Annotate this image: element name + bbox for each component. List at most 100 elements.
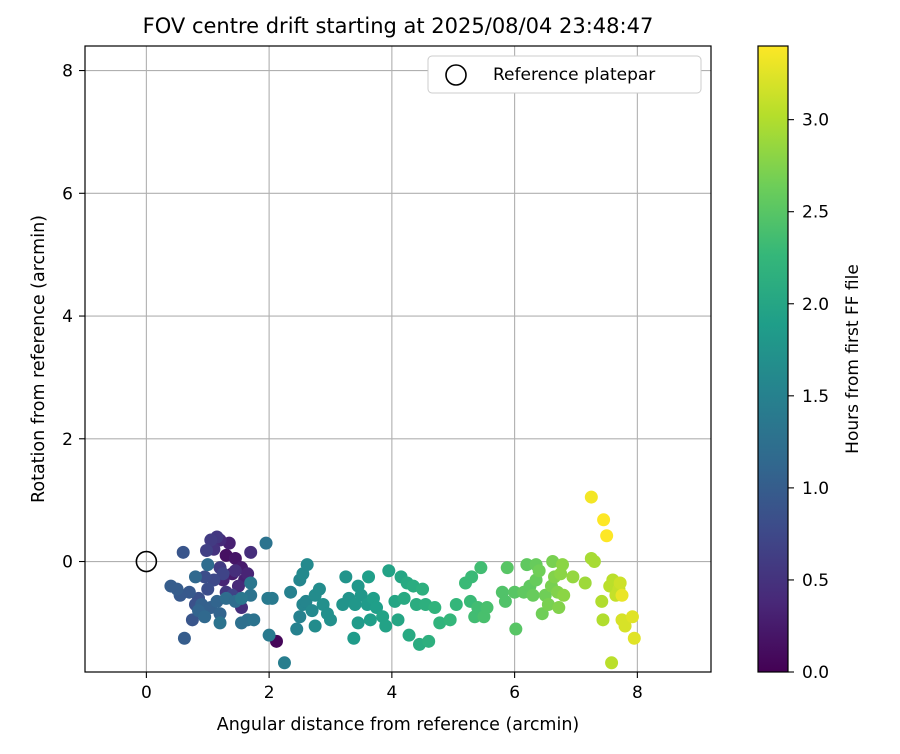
data-point bbox=[201, 582, 215, 596]
y-tick-label: 4 bbox=[62, 307, 73, 327]
data-point bbox=[520, 558, 534, 572]
legend-box bbox=[427, 55, 702, 94]
data-point bbox=[204, 533, 218, 547]
colorbar-tick-label: 1.0 bbox=[802, 479, 829, 499]
colorbar-tick-label: 0.5 bbox=[802, 571, 829, 591]
data-point bbox=[532, 564, 546, 578]
y-tick-label: 6 bbox=[62, 184, 73, 204]
scatter-points bbox=[164, 490, 641, 670]
data-point bbox=[555, 558, 569, 572]
data-point bbox=[305, 604, 319, 618]
data-point bbox=[312, 582, 326, 596]
data-point bbox=[625, 610, 639, 624]
data-point bbox=[228, 551, 242, 565]
data-point bbox=[198, 570, 212, 584]
data-point bbox=[293, 610, 307, 624]
data-point bbox=[595, 594, 609, 608]
data-point bbox=[480, 601, 494, 615]
data-point bbox=[627, 631, 641, 645]
data-point bbox=[615, 588, 629, 602]
data-point bbox=[351, 616, 365, 630]
data-point bbox=[213, 616, 227, 630]
axis-ticks: 0 2 4 6 8 0 2 4 6 8 bbox=[62, 62, 643, 703]
data-point bbox=[164, 579, 178, 593]
y-axis-label: Rotation from reference (arcmin) bbox=[29, 215, 49, 503]
legend-entry-label: Reference platepar bbox=[493, 65, 655, 85]
data-point bbox=[433, 616, 447, 630]
data-point bbox=[596, 613, 610, 627]
colorbar bbox=[757, 45, 789, 673]
data-point bbox=[618, 619, 632, 633]
data-point bbox=[578, 576, 592, 590]
data-point bbox=[587, 555, 601, 569]
data-point bbox=[584, 490, 598, 504]
data-point bbox=[231, 579, 245, 593]
colorbar-tick-label: 2.0 bbox=[802, 295, 829, 315]
x-tick-label: 0 bbox=[141, 683, 152, 703]
data-point bbox=[262, 628, 276, 642]
data-point bbox=[546, 555, 560, 569]
data-point bbox=[382, 564, 396, 578]
colorbar-tick-label: 1.5 bbox=[802, 387, 829, 407]
data-point bbox=[422, 634, 436, 648]
data-point bbox=[605, 656, 619, 670]
colorbar-tick-label: 3.0 bbox=[802, 111, 829, 131]
data-point bbox=[428, 601, 442, 615]
data-point bbox=[277, 656, 291, 670]
data-point bbox=[176, 545, 190, 559]
data-point bbox=[597, 513, 611, 527]
data-point bbox=[370, 601, 384, 615]
data-point bbox=[308, 619, 322, 633]
reference-marker bbox=[135, 550, 158, 573]
data-point bbox=[509, 622, 523, 636]
data-point bbox=[244, 545, 258, 559]
chart-title: FOV centre drift starting at 2025/08/04 … bbox=[143, 14, 654, 38]
data-point bbox=[300, 558, 314, 572]
data-point bbox=[600, 529, 614, 543]
data-point bbox=[613, 576, 627, 590]
data-point bbox=[535, 607, 549, 621]
plot-frame bbox=[84, 45, 712, 673]
data-point bbox=[290, 622, 304, 636]
data-point bbox=[362, 570, 376, 584]
data-point bbox=[552, 601, 566, 615]
data-point bbox=[402, 628, 416, 642]
colorbar-tick-label: 2.5 bbox=[802, 203, 829, 223]
data-point bbox=[557, 588, 571, 602]
data-point bbox=[526, 588, 540, 602]
data-point bbox=[541, 597, 555, 611]
data-point bbox=[339, 570, 353, 584]
data-point bbox=[299, 594, 313, 608]
data-point bbox=[347, 631, 361, 645]
y-tick-label: 8 bbox=[62, 62, 73, 82]
data-point bbox=[198, 610, 212, 624]
data-point bbox=[351, 579, 365, 593]
data-point bbox=[500, 561, 514, 575]
x-tick-label: 6 bbox=[509, 683, 520, 703]
x-tick-label: 8 bbox=[632, 683, 643, 703]
reference-platepar-point bbox=[135, 550, 158, 573]
data-point bbox=[498, 594, 512, 608]
data-point bbox=[185, 613, 199, 627]
x-tick-label: 4 bbox=[386, 683, 397, 703]
data-point bbox=[244, 576, 258, 590]
data-point bbox=[265, 591, 279, 605]
data-point bbox=[348, 597, 362, 611]
data-point bbox=[465, 570, 479, 584]
data-point bbox=[449, 597, 463, 611]
data-point bbox=[247, 613, 261, 627]
data-point bbox=[443, 613, 457, 627]
data-point bbox=[409, 597, 423, 611]
data-point bbox=[201, 558, 215, 572]
data-point bbox=[391, 613, 405, 627]
legend: Reference platepar bbox=[427, 55, 702, 94]
y-tick-label: 2 bbox=[62, 430, 73, 450]
data-point bbox=[379, 619, 393, 633]
data-point bbox=[200, 543, 214, 557]
data-point bbox=[416, 582, 430, 596]
colorbar-tick-label: 0.0 bbox=[802, 663, 829, 683]
data-point bbox=[471, 601, 485, 615]
data-point bbox=[508, 585, 522, 599]
data-point bbox=[259, 536, 273, 550]
